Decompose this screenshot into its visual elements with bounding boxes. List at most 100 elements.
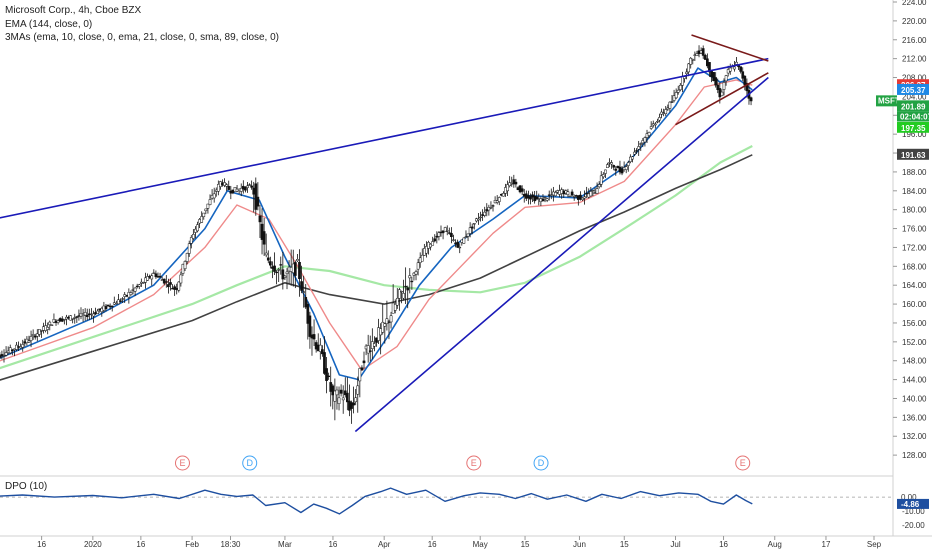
candle-body [327,375,330,377]
candle-body [414,271,418,275]
dividend-event-label: D [538,458,545,468]
candle-body [425,246,428,254]
candle-body [589,191,593,197]
ma-line-sma89 [0,154,753,381]
price-tag-bg [897,100,929,112]
earnings-event-marker[interactable]: E [174,455,190,471]
candle-body [531,194,534,198]
trendline-lower[interactable] [354,76,769,433]
candle-body [545,198,549,201]
price-tick-label: 212.00 [902,55,927,64]
countdown-tag-label: 02:04:07 [900,112,932,121]
candle-body [142,282,145,284]
candle-body [720,91,724,97]
trendlines[interactable] [0,34,769,433]
candle-body [728,67,732,72]
candle-body [470,226,474,229]
candle-body [420,254,424,262]
candle-body [695,53,699,57]
candle-body [360,367,364,371]
price-tick-label: 128.00 [902,451,927,460]
candle-body [733,66,736,70]
candle-body [350,402,353,409]
candle-body [520,188,524,192]
dpo-line [0,487,753,515]
candle-body [121,298,124,300]
legend-dpo[interactable]: DPO (10) [5,481,48,492]
dividend-event-marker[interactable]: D [242,455,258,471]
candle-body [604,169,607,174]
candle-body [308,315,312,337]
earnings-event-marker[interactable]: E [466,455,482,471]
candle-body [462,237,466,244]
candle-body [610,162,613,165]
candle-body [383,323,387,327]
candle-body [104,306,108,309]
candle-body [554,192,557,197]
trendline-upper[interactable] [0,57,769,219]
candle-body [258,215,262,223]
price-tick-label: 148.00 [902,357,927,366]
candle-body [62,318,66,321]
candle-body [216,184,220,192]
candle-body [223,182,226,186]
candle-body [595,188,599,194]
candle-body [722,82,726,90]
candle-body [579,194,582,200]
candle-body [239,187,243,192]
dpo-tag-bg [897,492,929,503]
earnings-event-circle [174,455,190,471]
legend-symbol-title[interactable]: Microsoft Corp., 4h, Cboe BZX [5,5,142,16]
candle-body [668,101,672,109]
dividend-event-marker[interactable]: D [533,455,549,471]
earnings-event-marker[interactable]: E [735,455,751,471]
candle-body [620,168,624,174]
candle-body [398,289,401,299]
time-tick-label: 16 [136,540,145,549]
legend-3mas[interactable]: 3MAs (ema, 10, close, 0, ema, 21, close,… [5,32,280,43]
candle-body [162,278,166,284]
candle-body [341,397,345,401]
candle-body [10,349,14,351]
candle-body [312,334,316,340]
candle-body [568,195,572,198]
candle-body [614,168,618,171]
dpo-tick-label: -10.00 [902,507,925,516]
legend-ema[interactable]: EMA (144, close, 0) [5,19,93,30]
trendline-wedge-bottom[interactable] [675,72,769,126]
trendline-wedge-top[interactable] [691,34,769,62]
candle-body [477,218,480,221]
candle-body [656,121,659,123]
candle-body [325,368,328,381]
candle-body [187,243,191,254]
candle-body [701,48,705,56]
price-tick-label: 220.00 [902,17,927,26]
candle-body [352,402,355,406]
candle-body [408,275,412,279]
candle-body [296,259,299,262]
price-tick-label: 152.00 [902,338,927,347]
candle-body [204,208,208,212]
candle-body [631,156,634,160]
time-axis-ticks: 16 2020 16 Feb 18:30 Mar 16 Apr 16 May 15 Jun 15 Jul 1… [37,536,882,549]
candle-body [514,181,518,185]
candle-body [0,355,2,358]
candle-body [606,164,609,168]
candle-body [152,272,156,274]
candle-body [535,196,539,199]
candle-body [624,166,628,170]
price-tick-label: 216.00 [902,36,927,45]
candle-body [200,216,204,223]
candle-body [597,184,601,188]
candle-body [48,321,52,325]
candle-body [464,236,468,238]
candle-body [281,269,285,280]
price-tag-bg [897,121,929,133]
candle-body [406,287,410,291]
candle-body [189,237,193,244]
candle-body [735,61,738,65]
candle-body [570,191,574,196]
candle-body [703,55,707,60]
